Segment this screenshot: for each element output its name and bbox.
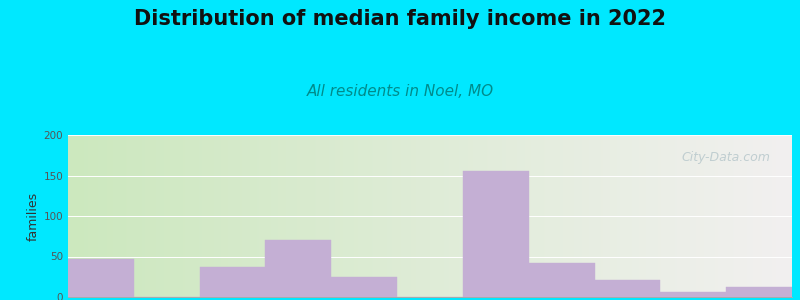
- Text: Distribution of median family income in 2022: Distribution of median family income in …: [134, 9, 666, 29]
- Bar: [726, 287, 792, 297]
- Bar: [463, 171, 529, 297]
- Text: City-Data.com: City-Data.com: [682, 151, 770, 164]
- Bar: [331, 277, 397, 297]
- Text: All residents in Noel, MO: All residents in Noel, MO: [306, 84, 494, 99]
- Bar: [529, 263, 594, 297]
- Bar: [200, 267, 266, 297]
- Bar: [68, 259, 134, 297]
- Bar: [266, 240, 331, 297]
- Y-axis label: families: families: [26, 191, 39, 241]
- Bar: [660, 292, 726, 297]
- Bar: [594, 280, 660, 297]
